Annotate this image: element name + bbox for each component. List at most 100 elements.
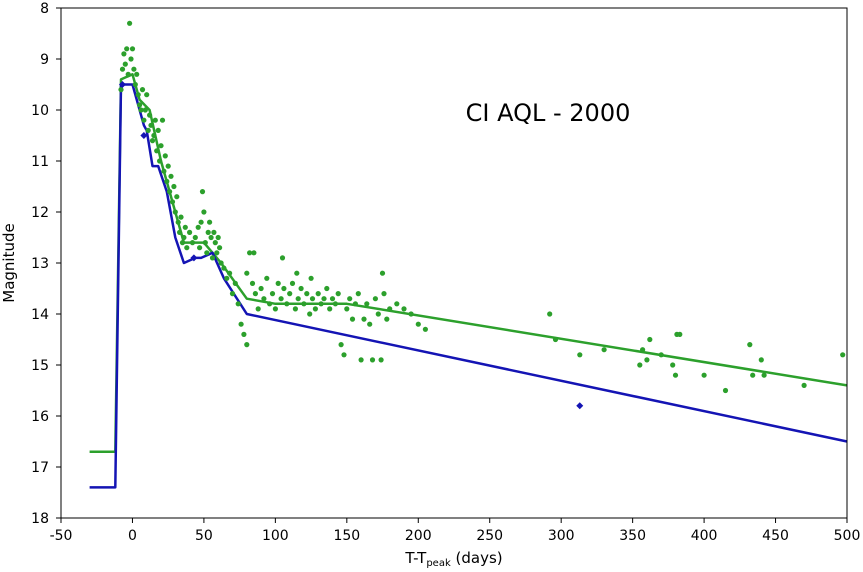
data-point-observations [364,301,370,307]
data-point-observations [367,321,373,327]
x-tick-label: 0 [128,528,137,544]
data-point-observations [347,296,353,302]
data-point-observations [192,234,198,241]
data-point-observations [369,357,376,363]
data-point-observations [341,352,347,358]
data-point-observations [640,347,646,353]
plot-frame [60,7,848,519]
data-point-observations [142,107,148,113]
data-point-observations [321,296,327,302]
data-point-observations [127,20,133,26]
data-point-observations [349,316,356,322]
data-point-observations [179,240,186,246]
y-tick-label: 14 [31,307,49,323]
data-point-observations [168,173,174,179]
data-point-observations-blue [140,132,148,139]
data-point-observations [252,291,258,297]
x-tick-label: 350 [619,528,646,544]
y-tick-label: 11 [31,154,49,170]
x-tick-label: 400 [691,528,718,544]
data-point-observations [289,280,296,286]
data-point-observations [309,296,316,302]
data-point-observations [577,352,583,358]
data-point-observations [139,87,146,93]
data-point-observations [201,209,207,215]
data-point-observations [218,260,224,266]
data-point-observations [224,275,230,281]
ticks-layer: -50 0 50 100 150 200 250 300 350 400 450 500 8 9 10 11 1… [31,1,860,544]
data-point-observations [198,219,204,225]
data-point-observations [295,296,301,302]
data-point-observations [128,56,134,62]
data-point-observations [199,189,206,195]
data-point-observations [125,71,131,77]
data-point-observations [672,372,679,378]
data-point-observations [384,316,390,322]
data-point-observations [677,331,683,337]
data-point-observations [195,224,201,230]
data-point-observations [164,178,170,184]
data-point-observations [135,92,141,98]
data-point-observations [298,285,304,292]
data-point-observations [547,311,553,317]
data-point-observations [415,321,421,327]
data-point-observations [232,280,238,286]
data-point-observations [379,270,386,276]
data-point-observations [244,342,250,348]
data-point-observations [247,250,253,256]
series-layer [89,20,848,489]
x-tick-label: 450 [762,528,789,544]
data-point-observations [308,275,314,281]
data-point-observations [324,285,330,292]
data-point-observations [211,229,217,235]
data-point-observations [171,183,177,190]
data-point-observations [258,285,264,292]
data-point-observations [701,372,707,378]
data-point-observations [159,117,166,123]
data-point-observations [138,107,144,113]
data-point-observations [152,117,158,123]
series-line-model-green [89,73,848,453]
data-point-observations [151,132,157,139]
y-tick-label: 18 [31,511,49,527]
data-point-observations [261,296,267,302]
data-point-observations [161,168,167,174]
data-point-observations [355,291,361,297]
data-point-observations [238,321,244,327]
data-point-observations [169,199,176,205]
data-point-observations [647,336,653,343]
data-point-observations [278,296,284,302]
data-point-observations [312,306,318,312]
data-point-observations [241,331,247,337]
series-line-model-blue [89,83,848,489]
data-point-observations [722,387,729,394]
data-point-observations [212,240,218,246]
data-point-observations [172,209,178,215]
data-point-observations [155,127,161,133]
data-point-observations [147,112,153,118]
data-point-observations [378,357,384,363]
x-tick-label: 100 [262,528,289,544]
data-point-observations [315,291,321,297]
data-point-observations [329,296,336,302]
data-point-observations [162,153,168,159]
data-point-observations [244,270,250,276]
data-point-observations [157,158,163,164]
y-tick-label: 16 [31,409,49,425]
data-point-observations [670,362,676,368]
data-point-observations-blue [118,81,126,88]
x-tick-label: -50 [50,528,73,544]
y-tick-label: 12 [31,205,49,221]
data-point-observations [229,291,236,297]
data-point-observations [304,291,310,297]
x-axis-label: T-Tpeak (days) [404,549,502,569]
data-point-observations [408,311,414,317]
data-point-observations [840,352,846,358]
data-point-observations [264,275,270,281]
data-point-observations [318,301,324,307]
data-point-observations [658,352,664,358]
data-point-observations [801,382,807,388]
chart-annotation: CI AQL - 2000 [466,99,631,127]
x-tick-label: 200 [405,528,432,544]
